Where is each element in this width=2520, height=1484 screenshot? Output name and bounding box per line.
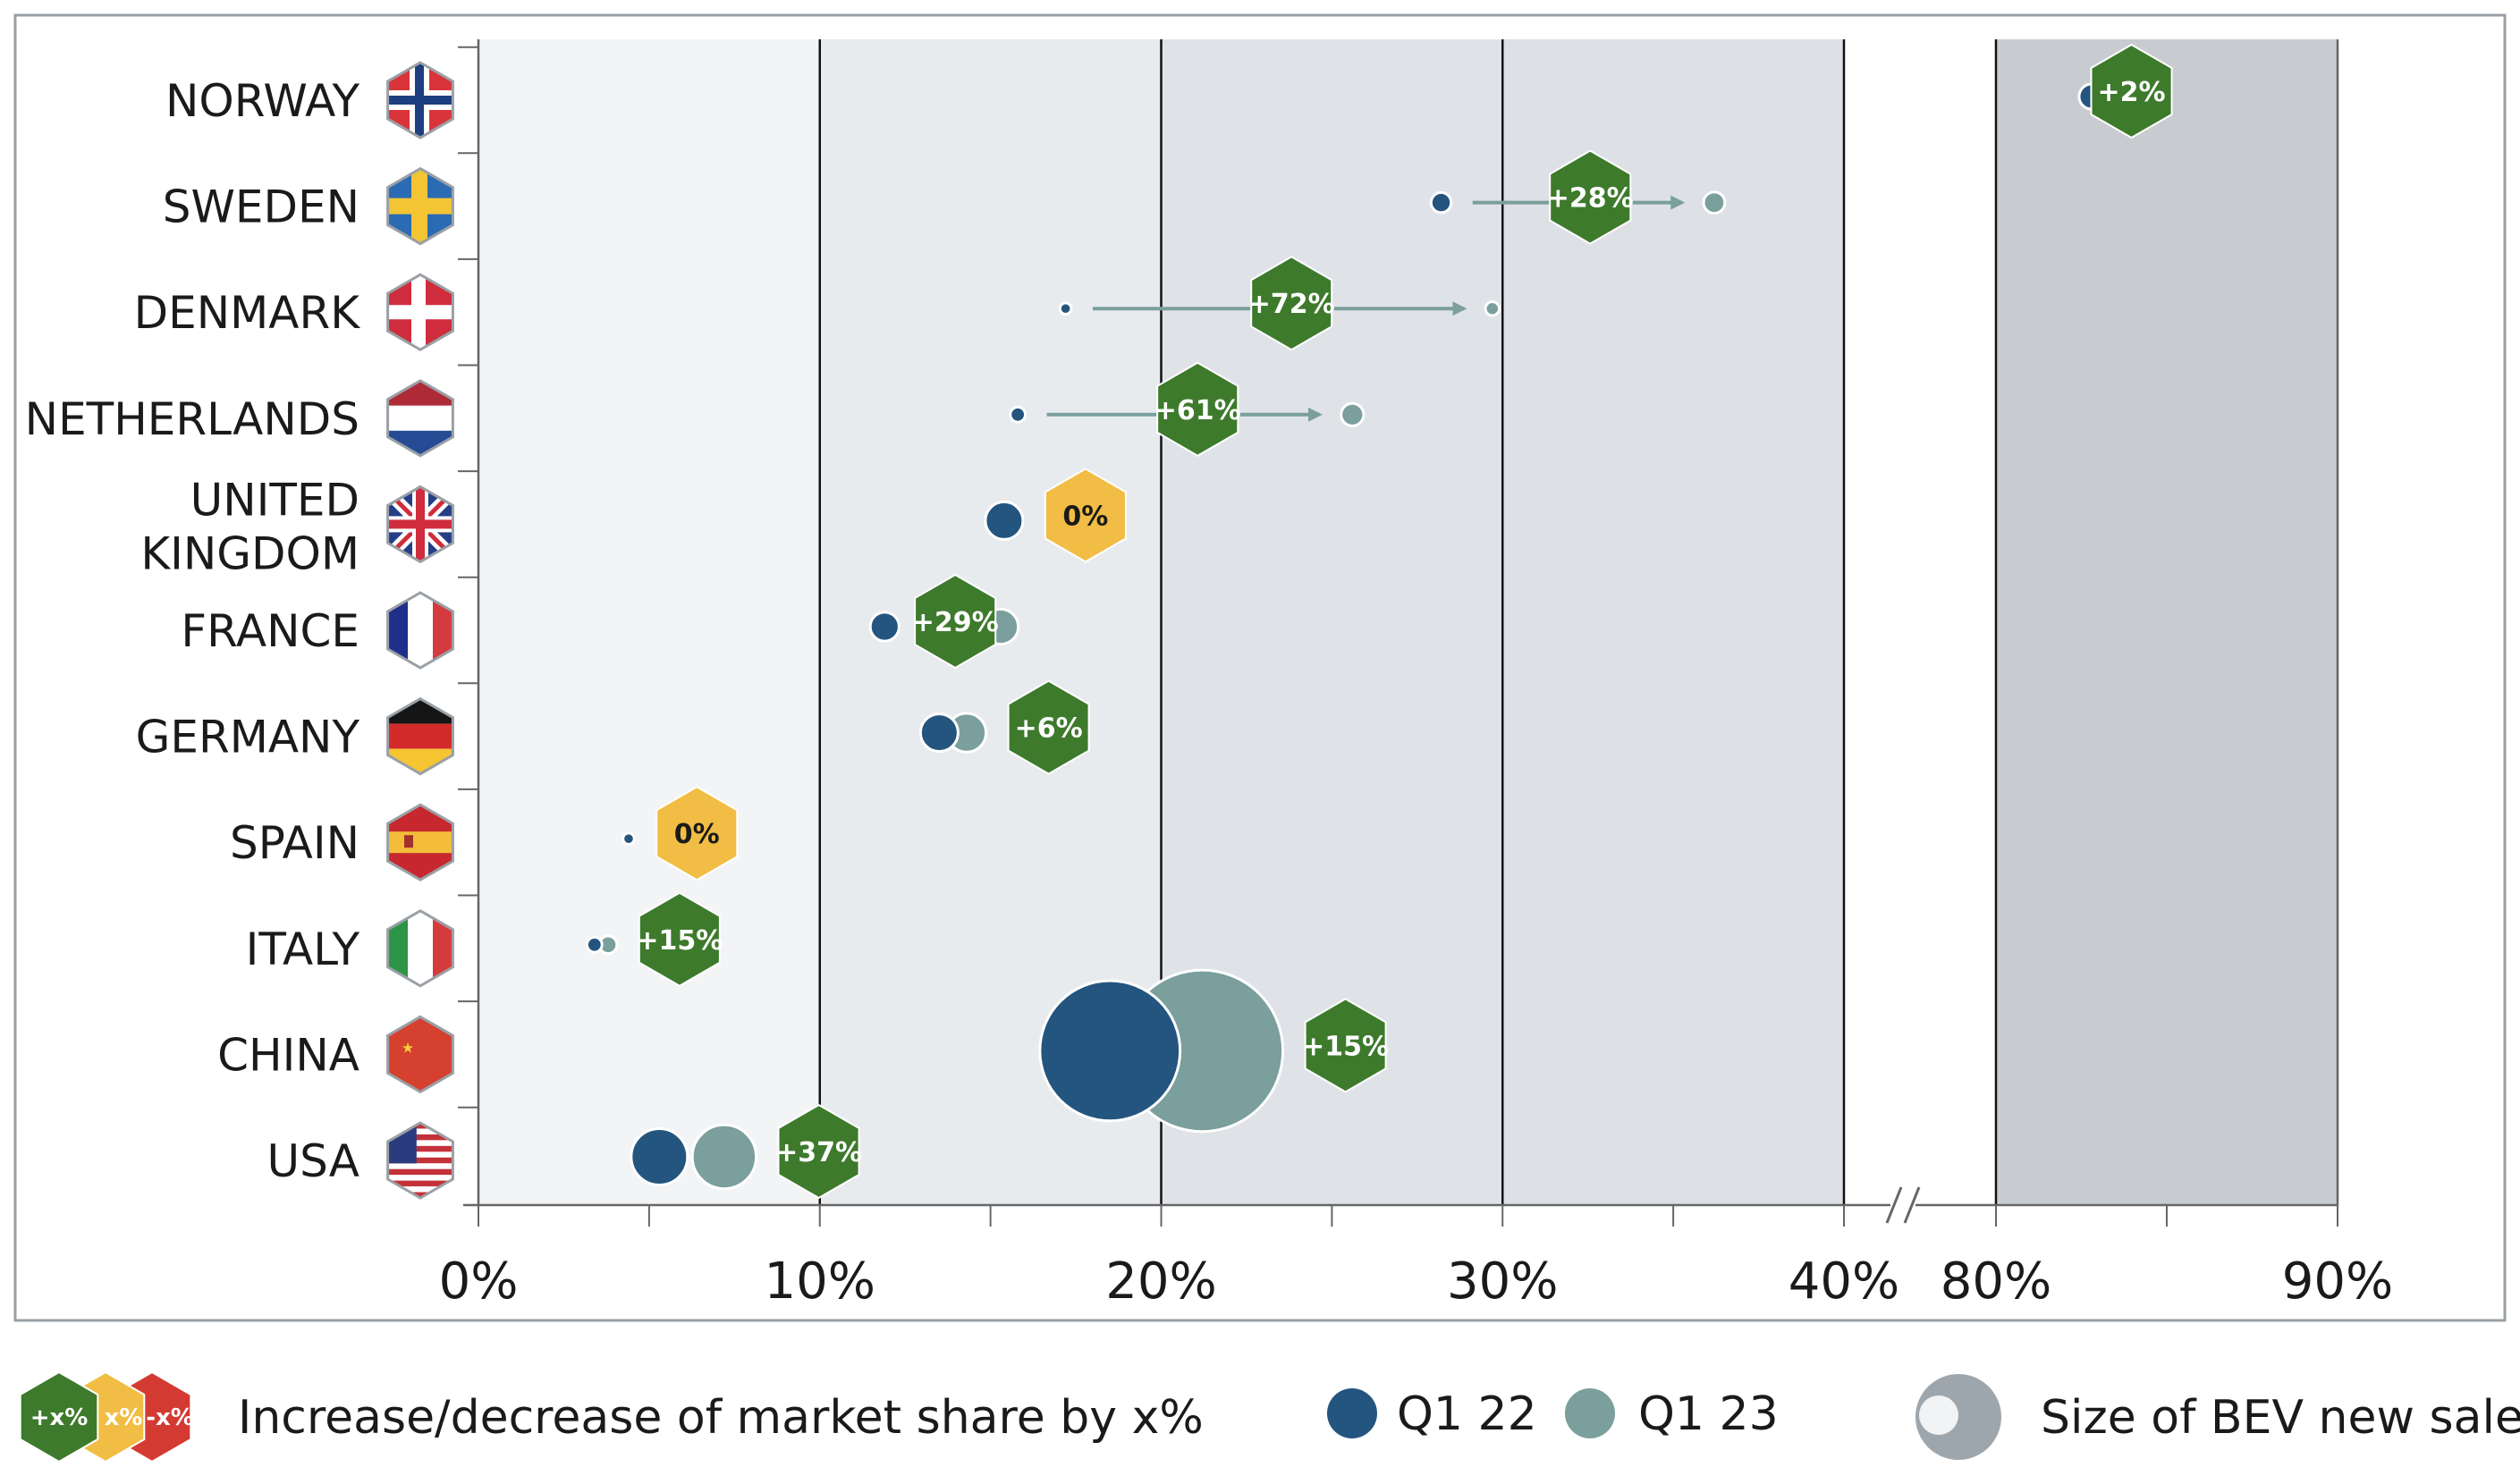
change-badge: 0% [655,786,739,881]
change-badge: +29% [912,573,999,670]
legend-change-badge-label: x% [105,1404,143,1431]
q1-22-bubble [918,712,960,754]
q1-22-bubble [1009,405,1027,424]
country-row: NETHERLANDS +61% [25,361,1366,458]
usa-flag-icon [386,1121,454,1200]
change-badge-label: +28% [1547,183,1634,215]
italy-flag-icon [386,909,454,988]
legend-size-large-icon [1915,1374,2001,1460]
legend-size-small-icon [1919,1395,1958,1435]
legend-q1-22-swatch [1327,1388,1377,1438]
x-tick-label: 40% [1789,1252,1899,1311]
q1-22-bubble [585,935,604,954]
legend: -x%x% +x% Increase/decrease of market shar… [19,1370,2520,1463]
q1-22-bubble [1058,301,1073,316]
legend-change-badge: +x% [19,1370,99,1463]
denmark-flag-icon [386,273,454,351]
change-badge-label: +6% [1015,713,1083,745]
country-row: SWEDEN +28% [163,149,1727,246]
change-badge-label: 0% [1062,501,1108,532]
x-tick-label: 10% [765,1252,875,1311]
country-row: CHINA ★ +15% [217,968,1389,1134]
change-badge: +15% [636,891,723,987]
change-badge: +37% [775,1103,862,1200]
change-badge: +28% [1547,149,1634,245]
x-tick-label: 90% [2282,1252,2393,1311]
svg-text:★: ★ [402,1039,414,1056]
legend-change-text: Increase/decrease of market share by x% [238,1391,1204,1445]
change-badge-label: +72% [1248,289,1335,320]
q1-22-bubble [630,1127,689,1186]
change-badge-label: +15% [1302,1031,1389,1062]
legend-change-badge-label: +x% [30,1404,89,1431]
legend-q1-23-swatch [1565,1388,1615,1438]
q1-22-bubble [622,831,636,847]
country-label: CHINA [217,1029,359,1081]
change-badge-label: +15% [636,925,723,957]
q1-23-bubble [1340,401,1366,427]
country-label: SWEDEN [163,181,359,233]
x-tick-label: 0% [439,1252,519,1311]
country-row: SPAIN 0% [230,786,739,881]
country-label: USA [267,1135,359,1187]
change-badge: +72% [1248,256,1335,351]
legend-q1-22-label: Q1 22 [1397,1387,1537,1441]
change-badge: +2% [2090,43,2173,139]
x-tick-label: 20% [1105,1252,1216,1311]
country-label: SPAIN [230,817,359,869]
change-badge-label: +29% [912,607,999,638]
country-label: DENMARK [134,287,361,339]
france-flag-icon [386,591,454,670]
q1-23-bubble [690,1123,758,1191]
q1-23-bubble [1484,300,1501,317]
change-badge-label: +37% [775,1137,862,1168]
change-badge-label: +61% [1154,395,1241,426]
country-label: NORWAY [165,75,359,127]
background-band [478,39,820,1205]
x-tick-label: 80% [1941,1252,2051,1311]
country-label: UNITED [190,474,359,526]
change-badge: +6% [1007,679,1090,775]
country-label: NETHERLANDS [25,393,359,445]
q1-23-bubble [1702,190,1727,215]
sweden-flag-icon [386,166,454,246]
q1-22-bubble [1038,979,1182,1123]
legend-size-text: Size of BEV new sales [2041,1391,2520,1445]
country-row: NORWAY +2% [165,43,2173,139]
x-tick-label: 30% [1447,1252,1558,1311]
china-flag-icon: ★ [386,1015,454,1094]
change-badge-label: 0% [674,819,720,850]
change-badge-label: +2% [2097,77,2165,108]
country-row: DENMARK +72% [134,256,1501,351]
norway-flag-icon [386,61,454,139]
background-band [1996,39,2338,1205]
spain-flag-icon [386,803,454,881]
q1-22-bubble [984,500,1025,541]
q1-22-bubble [1429,190,1453,215]
change-badge: 0% [1044,468,1127,563]
country-row: USA +37% [267,1103,862,1200]
axis-break-band [1844,39,1996,1205]
q1-22-bubble [868,611,901,643]
change-badge: +61% [1154,361,1241,457]
axis-break-mark [1903,1186,1921,1224]
country-label: FRANCE [181,605,359,657]
legend-q1-23-label: Q1 23 [1638,1387,1779,1441]
country-label: GERMANY [136,712,360,763]
country-row: FRANCE +29% [181,573,1020,670]
background-band [1502,39,1844,1205]
country-label: ITALY [246,923,360,975]
country-label: KINGDOM [140,527,359,579]
axis-break-mark [1885,1186,1903,1224]
legend-change-badge-label: -x% [146,1404,194,1431]
change-badge: +15% [1302,998,1389,1093]
country-row: ITALY +15% [246,891,723,988]
